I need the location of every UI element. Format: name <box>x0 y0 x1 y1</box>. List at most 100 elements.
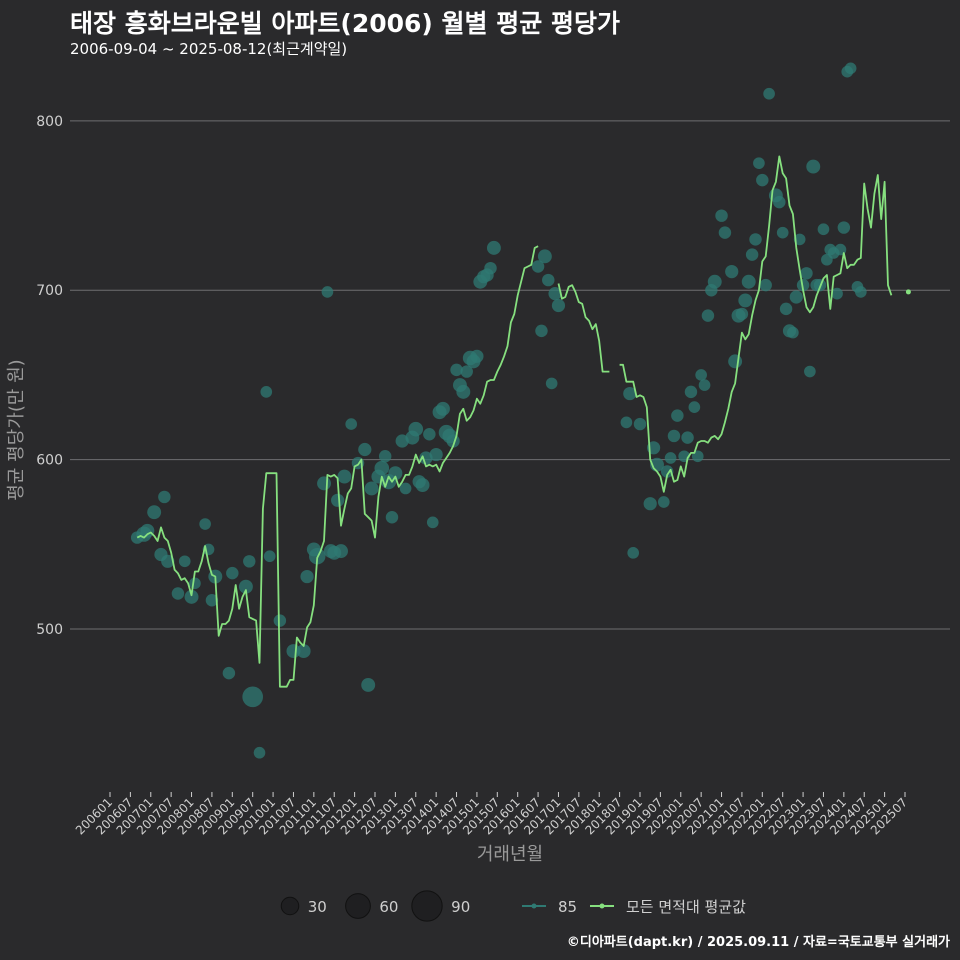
y-axis-title: 평균 평당가(만 원) <box>6 359 27 500</box>
data-point-85-88 <box>657 496 670 508</box>
data-point-85-10 <box>189 577 201 590</box>
chart-subtitle: 2006-09-04 ~ 2025-08-12(최근계약일) <box>70 40 348 58</box>
data-point-85-126 <box>800 267 813 280</box>
data-point-85-40 <box>364 481 379 496</box>
data-point-85-94 <box>681 431 694 444</box>
data-point-85-64 <box>456 384 471 399</box>
y-tick-700: 700 <box>36 283 63 299</box>
avg-line-segment-1 <box>557 283 610 373</box>
data-point-85-112 <box>749 233 762 246</box>
data-point-85-109 <box>738 293 753 308</box>
data-point-85-73 <box>486 240 501 255</box>
y-tick-800: 800 <box>36 114 63 130</box>
legend-size-label-90: 90 <box>451 898 470 916</box>
data-point-85-39 <box>361 678 376 692</box>
data-point-85-80 <box>551 298 566 313</box>
data-point-85-114 <box>756 173 769 187</box>
data-point-85-45 <box>385 511 399 524</box>
data-point-85-17 <box>238 579 253 594</box>
data-point-85-65 <box>460 365 473 378</box>
data-point-85-72 <box>484 261 497 275</box>
x-axis-title: 거래년월 <box>477 844 543 865</box>
data-point-85-75 <box>535 324 548 338</box>
data-point-85-76 <box>537 249 552 264</box>
data-point-85-90 <box>664 452 677 464</box>
data-point-85-26 <box>300 569 314 584</box>
data-point-85-56 <box>429 447 443 462</box>
legend-swatch-85-dot <box>531 903 537 909</box>
data-point-85-46 <box>388 466 403 481</box>
legend: 30 60 90 85 모든 면적대 평균값 <box>280 890 746 922</box>
data-point-85-48 <box>399 482 412 495</box>
data-point-85-99 <box>698 379 711 391</box>
data-point-85-122 <box>787 326 799 339</box>
data-point-85-139 <box>844 62 857 75</box>
source-caption: ©디아파트(dapt.kr) / 2025.09.11 / 자료=국토교통부 실… <box>566 935 950 950</box>
data-point-85-29 <box>317 476 331 491</box>
legend-size-90 <box>411 890 443 922</box>
data-point-85-110 <box>741 274 756 289</box>
data-point-85-115 <box>759 278 772 292</box>
data-point-85-103 <box>715 209 728 222</box>
legend-label-average: 모든 면적대 평균값 <box>626 898 746 916</box>
data-point-85-5 <box>158 490 171 504</box>
data-point-85-105 <box>725 265 739 279</box>
data-point-85-81 <box>620 416 633 429</box>
x-tick-labels: 2006012006072007012007072008012008072009… <box>73 792 910 838</box>
data-point-85-50 <box>408 421 424 437</box>
data-point-85-135 <box>831 287 843 300</box>
data-point-85-42 <box>374 460 390 476</box>
data-point-85-124 <box>793 233 806 246</box>
data-point-85-137 <box>837 221 851 234</box>
data-point-85-83 <box>627 547 640 559</box>
avg-line-segment-2 <box>619 155 893 493</box>
data-point-85-106 <box>728 354 743 369</box>
data-point-85-91 <box>667 429 681 443</box>
series-85-points <box>130 62 867 759</box>
data-point-85-36 <box>345 418 358 430</box>
y-tick-labels: 500 600 700 800 <box>36 114 63 638</box>
grid-lines <box>70 120 950 630</box>
data-point-85-92 <box>671 409 684 422</box>
data-point-85-19 <box>242 686 264 708</box>
data-point-85-35 <box>337 469 352 484</box>
legend-size-60 <box>345 893 371 919</box>
data-point-85-113 <box>753 157 765 169</box>
chart-title: 태장 흥화브라운빌 아파트(2006) 월별 평균 평당가 <box>70 9 620 38</box>
avg-line-end-point <box>905 289 911 295</box>
data-point-85-55 <box>426 516 439 529</box>
data-point-85-15 <box>222 666 236 680</box>
data-point-85-89 <box>660 465 674 478</box>
data-point-85-54 <box>423 428 436 441</box>
legend-size-label-30: 30 <box>308 898 327 916</box>
data-point-85-82 <box>623 386 637 401</box>
data-point-85-77 <box>542 273 555 287</box>
data-point-85-98 <box>695 369 707 381</box>
data-point-85-30 <box>321 286 334 298</box>
data-point-85-127 <box>804 365 816 378</box>
data-point-85-8 <box>178 555 191 568</box>
data-point-85-108 <box>735 307 749 321</box>
avg-line-segment-0 <box>136 245 539 688</box>
data-point-85-53 <box>419 451 433 465</box>
data-point-85-9 <box>184 589 199 604</box>
data-point-85-116 <box>763 87 775 100</box>
data-point-85-118 <box>773 195 786 209</box>
data-point-85-34 <box>334 544 348 559</box>
data-point-85-104 <box>718 226 732 239</box>
data-point-85-131 <box>817 223 830 236</box>
data-point-85-95 <box>684 385 698 399</box>
data-point-85-13 <box>205 594 219 607</box>
data-point-85-111 <box>745 248 759 261</box>
legend-size-30 <box>280 896 300 916</box>
data-point-85-96 <box>688 401 701 413</box>
data-point-85-23 <box>273 614 287 627</box>
legend-size-label-60: 60 <box>379 898 398 916</box>
legend-label-85: 85 <box>558 898 577 916</box>
data-point-85-79 <box>548 287 562 301</box>
data-point-85-7 <box>171 587 185 600</box>
data-point-85-100 <box>701 309 715 322</box>
data-point-85-78 <box>545 377 558 390</box>
data-point-85-25 <box>296 644 311 659</box>
data-point-85-16 <box>226 566 239 580</box>
